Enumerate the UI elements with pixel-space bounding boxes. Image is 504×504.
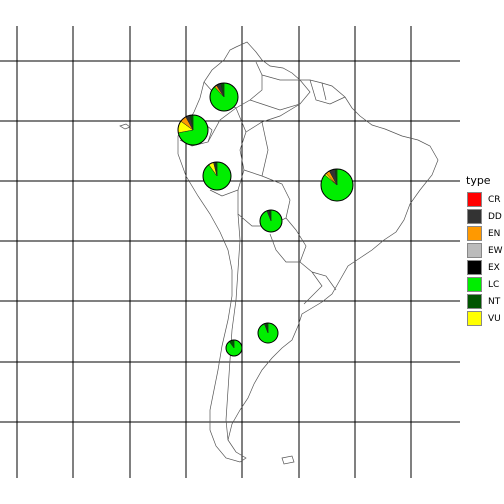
brazil-west-border [245, 103, 301, 177]
legend-swatch [467, 226, 482, 241]
legend-item-ex: EX [464, 259, 504, 276]
legend-label: CR [488, 194, 501, 205]
legend-item-dd: DD [464, 208, 504, 225]
legend-title: type [466, 174, 491, 187]
legend-label: EW [488, 245, 503, 256]
continent-outline [177, 41, 439, 463]
country-borders [119, 41, 439, 465]
pie-paraguay [259, 209, 283, 233]
legend-label: NT [488, 296, 501, 307]
pie-outline [209, 82, 239, 112]
legend-label: LC [488, 279, 500, 290]
pie-chile [225, 339, 243, 357]
pie-ecuador [177, 114, 209, 146]
pie-argentina [257, 322, 279, 344]
pie-outline [177, 114, 209, 146]
legend-swatch [467, 192, 482, 207]
pie-outline [202, 161, 232, 191]
pie-outline [225, 339, 243, 357]
legend-label: EN [488, 228, 501, 239]
legend-item-en: EN [464, 225, 504, 242]
legend-swatch [467, 243, 482, 258]
legend-items: CR DD EN EW EX LC NT VU [464, 191, 504, 327]
galapagos [119, 123, 131, 130]
legend-item-lc: LC [464, 276, 504, 293]
legend: type CR DD EN EW EX LC NT VU [464, 174, 504, 327]
falklands [281, 455, 295, 465]
legend-item-vu: VU [464, 310, 504, 327]
legend-swatch [467, 294, 482, 309]
legend-item-ew: EW [464, 242, 504, 259]
legend-swatch [467, 277, 482, 292]
legend-item-cr: CR [464, 191, 504, 208]
pie-peru [202, 161, 232, 191]
legend-label: DD [488, 211, 502, 222]
pie-colombia [209, 82, 239, 112]
pie-outline [259, 209, 283, 233]
pie-outline [257, 322, 279, 344]
peru-border [207, 107, 247, 197]
legend-label: EX [488, 262, 500, 273]
guianas-border [309, 79, 346, 105]
legend-swatch [467, 311, 482, 326]
chile-border [225, 213, 241, 441]
legend-swatch [467, 260, 482, 275]
venezuela-border [249, 74, 311, 111]
legend-label: VU [488, 313, 501, 324]
pie-outline [320, 168, 354, 202]
pie-layer [177, 82, 354, 357]
pie-brazil [320, 168, 354, 202]
legend-swatch [467, 209, 482, 224]
legend-item-nt: NT [464, 293, 504, 310]
argentina-uruguay-border [299, 261, 337, 305]
